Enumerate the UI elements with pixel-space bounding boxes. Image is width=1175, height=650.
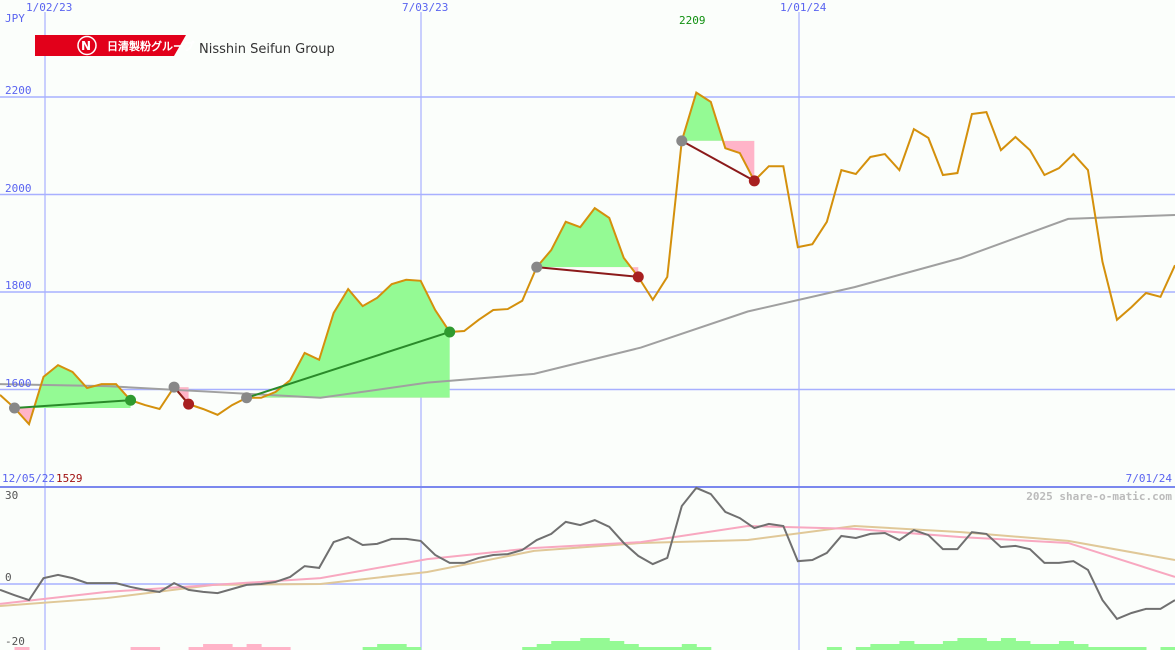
histogram-bar: [652, 647, 668, 650]
histogram-bar: [942, 641, 958, 650]
histogram-bar: [1160, 647, 1175, 650]
trade-gain-area: [681, 92, 755, 141]
histogram-bar: [145, 647, 161, 650]
trade-line: [14, 399, 131, 410]
histogram-bar: [580, 638, 596, 650]
x-tick-label: 7/03/23: [402, 1, 449, 14]
histogram-bar: [696, 647, 712, 650]
trade-entry-marker: [531, 261, 543, 273]
histogram-bar: [261, 647, 277, 650]
histogram-bar: [1015, 641, 1031, 650]
histogram-bar: [188, 647, 204, 650]
trade-exit-marker: [632, 271, 644, 283]
histogram-bar: [986, 641, 1002, 650]
y-tick-label: 1600: [5, 377, 32, 390]
histogram-bar: [1058, 641, 1074, 650]
histogram-bar: [1116, 647, 1132, 650]
trade-entry-marker: [241, 392, 253, 404]
trade-line: [681, 139, 755, 182]
histogram-bar: [667, 647, 683, 650]
histogram-bar: [638, 647, 654, 650]
histogram-bar: [609, 641, 625, 650]
histogram-bar: [957, 638, 973, 650]
histogram-bar: [826, 647, 842, 650]
histogram-bar: [884, 644, 900, 650]
trade-exit-marker: [444, 326, 456, 338]
credit-watermark: 2025 share-o-matic.com: [1026, 490, 1172, 503]
osc-tick-label: 0: [5, 571, 12, 584]
histogram-bar: [130, 647, 146, 650]
osc-fast-line: [0, 524, 1175, 605]
x-tick-label: 1/01/24: [780, 1, 827, 14]
histogram-bar: [551, 641, 567, 650]
osc-momentum-line: [0, 486, 1175, 621]
histogram-bar: [275, 647, 291, 650]
histogram-bar: [565, 641, 581, 650]
y-tick-label: 2200: [5, 84, 32, 97]
svg-text:N: N: [81, 39, 91, 53]
trade-gain-area: [536, 208, 639, 268]
histogram-bar: [246, 644, 262, 650]
low-label: 1529: [56, 472, 83, 485]
trade-exit-marker: [748, 175, 760, 187]
trade-loss-area: [14, 408, 131, 425]
histogram-bar: [913, 644, 929, 650]
logo-text: 日清製粉グループ: [107, 40, 195, 53]
trade-exit-marker: [125, 394, 137, 406]
trade-gain-area: [246, 279, 450, 398]
histogram-bar: [232, 647, 248, 650]
histogram-bar: [1087, 647, 1103, 650]
histogram-bar: [406, 647, 422, 650]
trade-line: [246, 331, 450, 399]
trade-entry-marker: [168, 381, 180, 393]
histogram-bar: [1073, 644, 1089, 650]
histogram-bar: [217, 644, 233, 650]
y-tick-label: 2000: [5, 182, 32, 195]
trade-exit-marker: [183, 398, 195, 410]
osc-tick-label: -20: [5, 635, 25, 648]
histogram-bar: [928, 644, 944, 650]
x-end-label: 7/01/24: [1125, 472, 1172, 485]
company-logo: N 日清製粉グループ: [35, 35, 194, 56]
histogram-bar: [1102, 647, 1118, 650]
histogram-bar: [870, 644, 886, 650]
histogram-bar: [377, 644, 393, 650]
moving-average-line: [0, 213, 1175, 399]
histogram-bar: [623, 644, 639, 650]
trade-entry-marker: [9, 402, 21, 414]
trade-entry-marker: [676, 135, 688, 147]
histogram-bar: [14, 647, 30, 650]
osc-slow-line: [0, 524, 1175, 607]
histogram-bar: [971, 638, 987, 650]
x-start-label: 12/05/22: [2, 472, 55, 485]
x-tick-label: 1/02/23: [26, 1, 73, 14]
trade-line: [536, 266, 639, 278]
histogram-bar: [681, 644, 697, 650]
high-label: 2209: [679, 14, 706, 27]
currency-label: JPY: [5, 12, 25, 25]
histogram-bar: [855, 647, 871, 650]
histogram-bar: [1000, 638, 1016, 650]
histogram-bar: [1029, 644, 1045, 650]
histogram-bar: [391, 644, 407, 650]
histogram-bar: [594, 638, 610, 650]
histogram-bar: [899, 641, 915, 650]
histogram-bar: [522, 647, 538, 650]
histogram-bar: [203, 644, 219, 650]
price-line: [0, 91, 1175, 427]
histogram-bar: [1044, 644, 1060, 650]
trade-gain-area: [14, 365, 131, 409]
company-name: Nisshin Seifun Group: [199, 42, 335, 57]
histogram-bar: [536, 644, 552, 650]
histogram-bar: [1131, 647, 1147, 650]
y-tick-label: 1800: [5, 279, 32, 292]
histogram-bar: [362, 647, 378, 650]
osc-tick-label: 30: [5, 489, 19, 502]
